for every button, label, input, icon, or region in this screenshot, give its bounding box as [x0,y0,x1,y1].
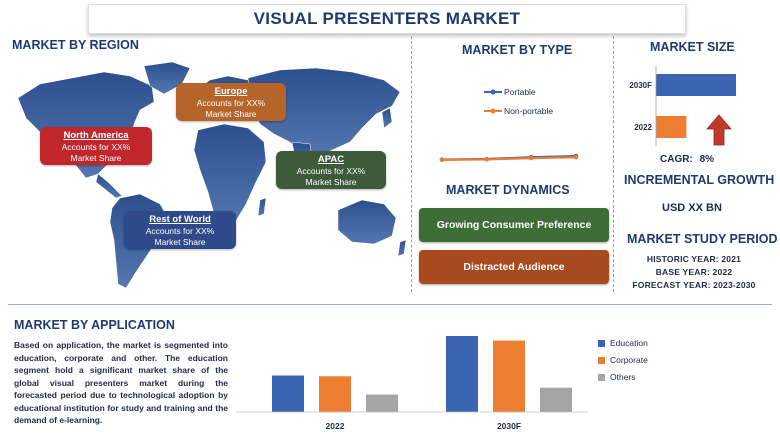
app-bar-2022-education [272,375,304,412]
size-tick-2030F: 2030F [629,81,652,90]
size-bar-chart: 2030F 2022 [629,66,736,146]
cagr-label: CAGR: [660,154,693,165]
app-legend-others-swatch [598,373,605,381]
type-series-line-1 [441,156,577,161]
type-legend-portable-marker [484,89,502,95]
map-asia [247,67,401,159]
dynamics-item-consumer-preference: Growing Consumer Preference [419,208,609,242]
app-bar-2030F-education [446,336,478,412]
region-heading: MARKET BY REGION [12,38,139,52]
type-series-point-1-0 [439,157,445,163]
size-bar-2030F [656,74,736,96]
callout-apac-line1: Accounts for XX% [296,166,366,176]
size-bar-2022 [656,116,687,138]
page-title: VISUAL PRESENTERS MARKET [253,9,521,28]
type-legend-non-portable: Non-portable [484,104,553,118]
growth-arrow-icon [706,114,732,146]
app-legend-corporate-label: Corporate [610,355,648,365]
type-legend: Portable Non-portable [484,80,553,118]
map-madagascar [257,197,267,217]
app-legend-others: Others [598,370,648,384]
type-legend-non-portable-marker [484,108,502,114]
type-legend-portable-label: Portable [504,87,536,97]
map-new-zealand [397,239,407,257]
type-series-point-1-3 [573,155,579,160]
callout-north-america: North America Accounts for XX% Market Sh… [40,127,152,165]
app-legend-education-label: Education [610,338,648,348]
divider-type-size [613,36,614,292]
callout-europe: Europe Accounts for XX% Market Share [176,83,286,121]
growth-value: USD XX BN [662,202,722,214]
type-series-point-1-1 [484,157,489,162]
type-legend-non-portable-label: Non-portable [504,106,554,116]
callout-rest-of-world-title: Rest of World [149,214,211,225]
type-series-point-1-2 [529,155,534,161]
app-legend-corporate-swatch [598,356,605,364]
size-heading: MARKET SIZE [650,40,735,54]
callout-north-america-title: North America [63,130,129,141]
app-bar-2030F-others [540,387,572,412]
callout-rest-of-world-line2: Market Share [154,237,206,247]
app-legend-others-label: Others [610,372,636,382]
map-japan [381,107,393,129]
app-tick-2022: 2022 [326,421,345,431]
app-bar-2022-others [366,394,398,412]
dynamics-item-distracted-audience: Distracted Audience [419,250,609,284]
type-heading: MARKET BY TYPE [462,43,573,57]
callout-rest-of-world: Rest of World Accounts for XX% Market Sh… [124,211,236,249]
application-legend: Education Corporate Others [598,336,648,384]
app-legend-corporate: Corporate [598,353,648,367]
callout-rest-of-world-line1: Accounts for XX% [145,226,215,236]
callout-europe-line1: Accounts for XX% [196,98,266,108]
callout-north-america-line2: Market Share [70,153,122,163]
callout-europe-line2: Market Share [205,109,257,119]
map-australia [337,199,397,245]
study-base: BASE YEAR: 2022 [655,267,733,277]
callout-apac: APAC Accounts for XX% Market Share [276,151,386,189]
callout-europe-title: Europe [214,86,248,97]
divider-region-type [411,36,412,292]
app-legend-education-swatch [598,339,605,347]
study-historic: HISTORIC YEAR: 2021 [646,254,742,264]
dynamics-heading: MARKET DYNAMICS [446,183,570,197]
growth-heading: INCREMENTAL GROWTH [624,173,775,187]
title-banner: VISUAL PRESENTERS MARKET [88,4,686,34]
app-bar-2022-corporate [319,376,351,412]
callout-north-america-line1: Accounts for XX% [61,142,131,152]
size-tick-2022: 2022 [634,123,652,132]
map-central-america [95,173,123,199]
cagr-value: 8% [699,154,715,165]
callout-apac-line2: Market Share [305,177,357,187]
app-bar-2030F-corporate [493,340,525,412]
divider-top-bottom [8,304,772,305]
application-bar-chart: 2022 2030F [236,336,588,431]
type-legend-portable: Portable [484,80,553,104]
type-line-chart [439,153,579,163]
application-heading: MARKET BY APPLICATION [14,318,175,332]
cagr-stat: CAGR: 8% [660,154,714,165]
application-description: Based on application, the market is segm… [14,340,228,425]
study-heading: MARKET STUDY PERIOD [627,232,778,246]
study-forecast: FORECAST YEAR: 2023-2030 [632,280,756,290]
callout-apac-title: APAC [317,154,345,165]
map-africa [193,123,267,231]
app-tick-2030F: 2030F [497,421,521,431]
app-legend-education: Education [598,336,648,350]
